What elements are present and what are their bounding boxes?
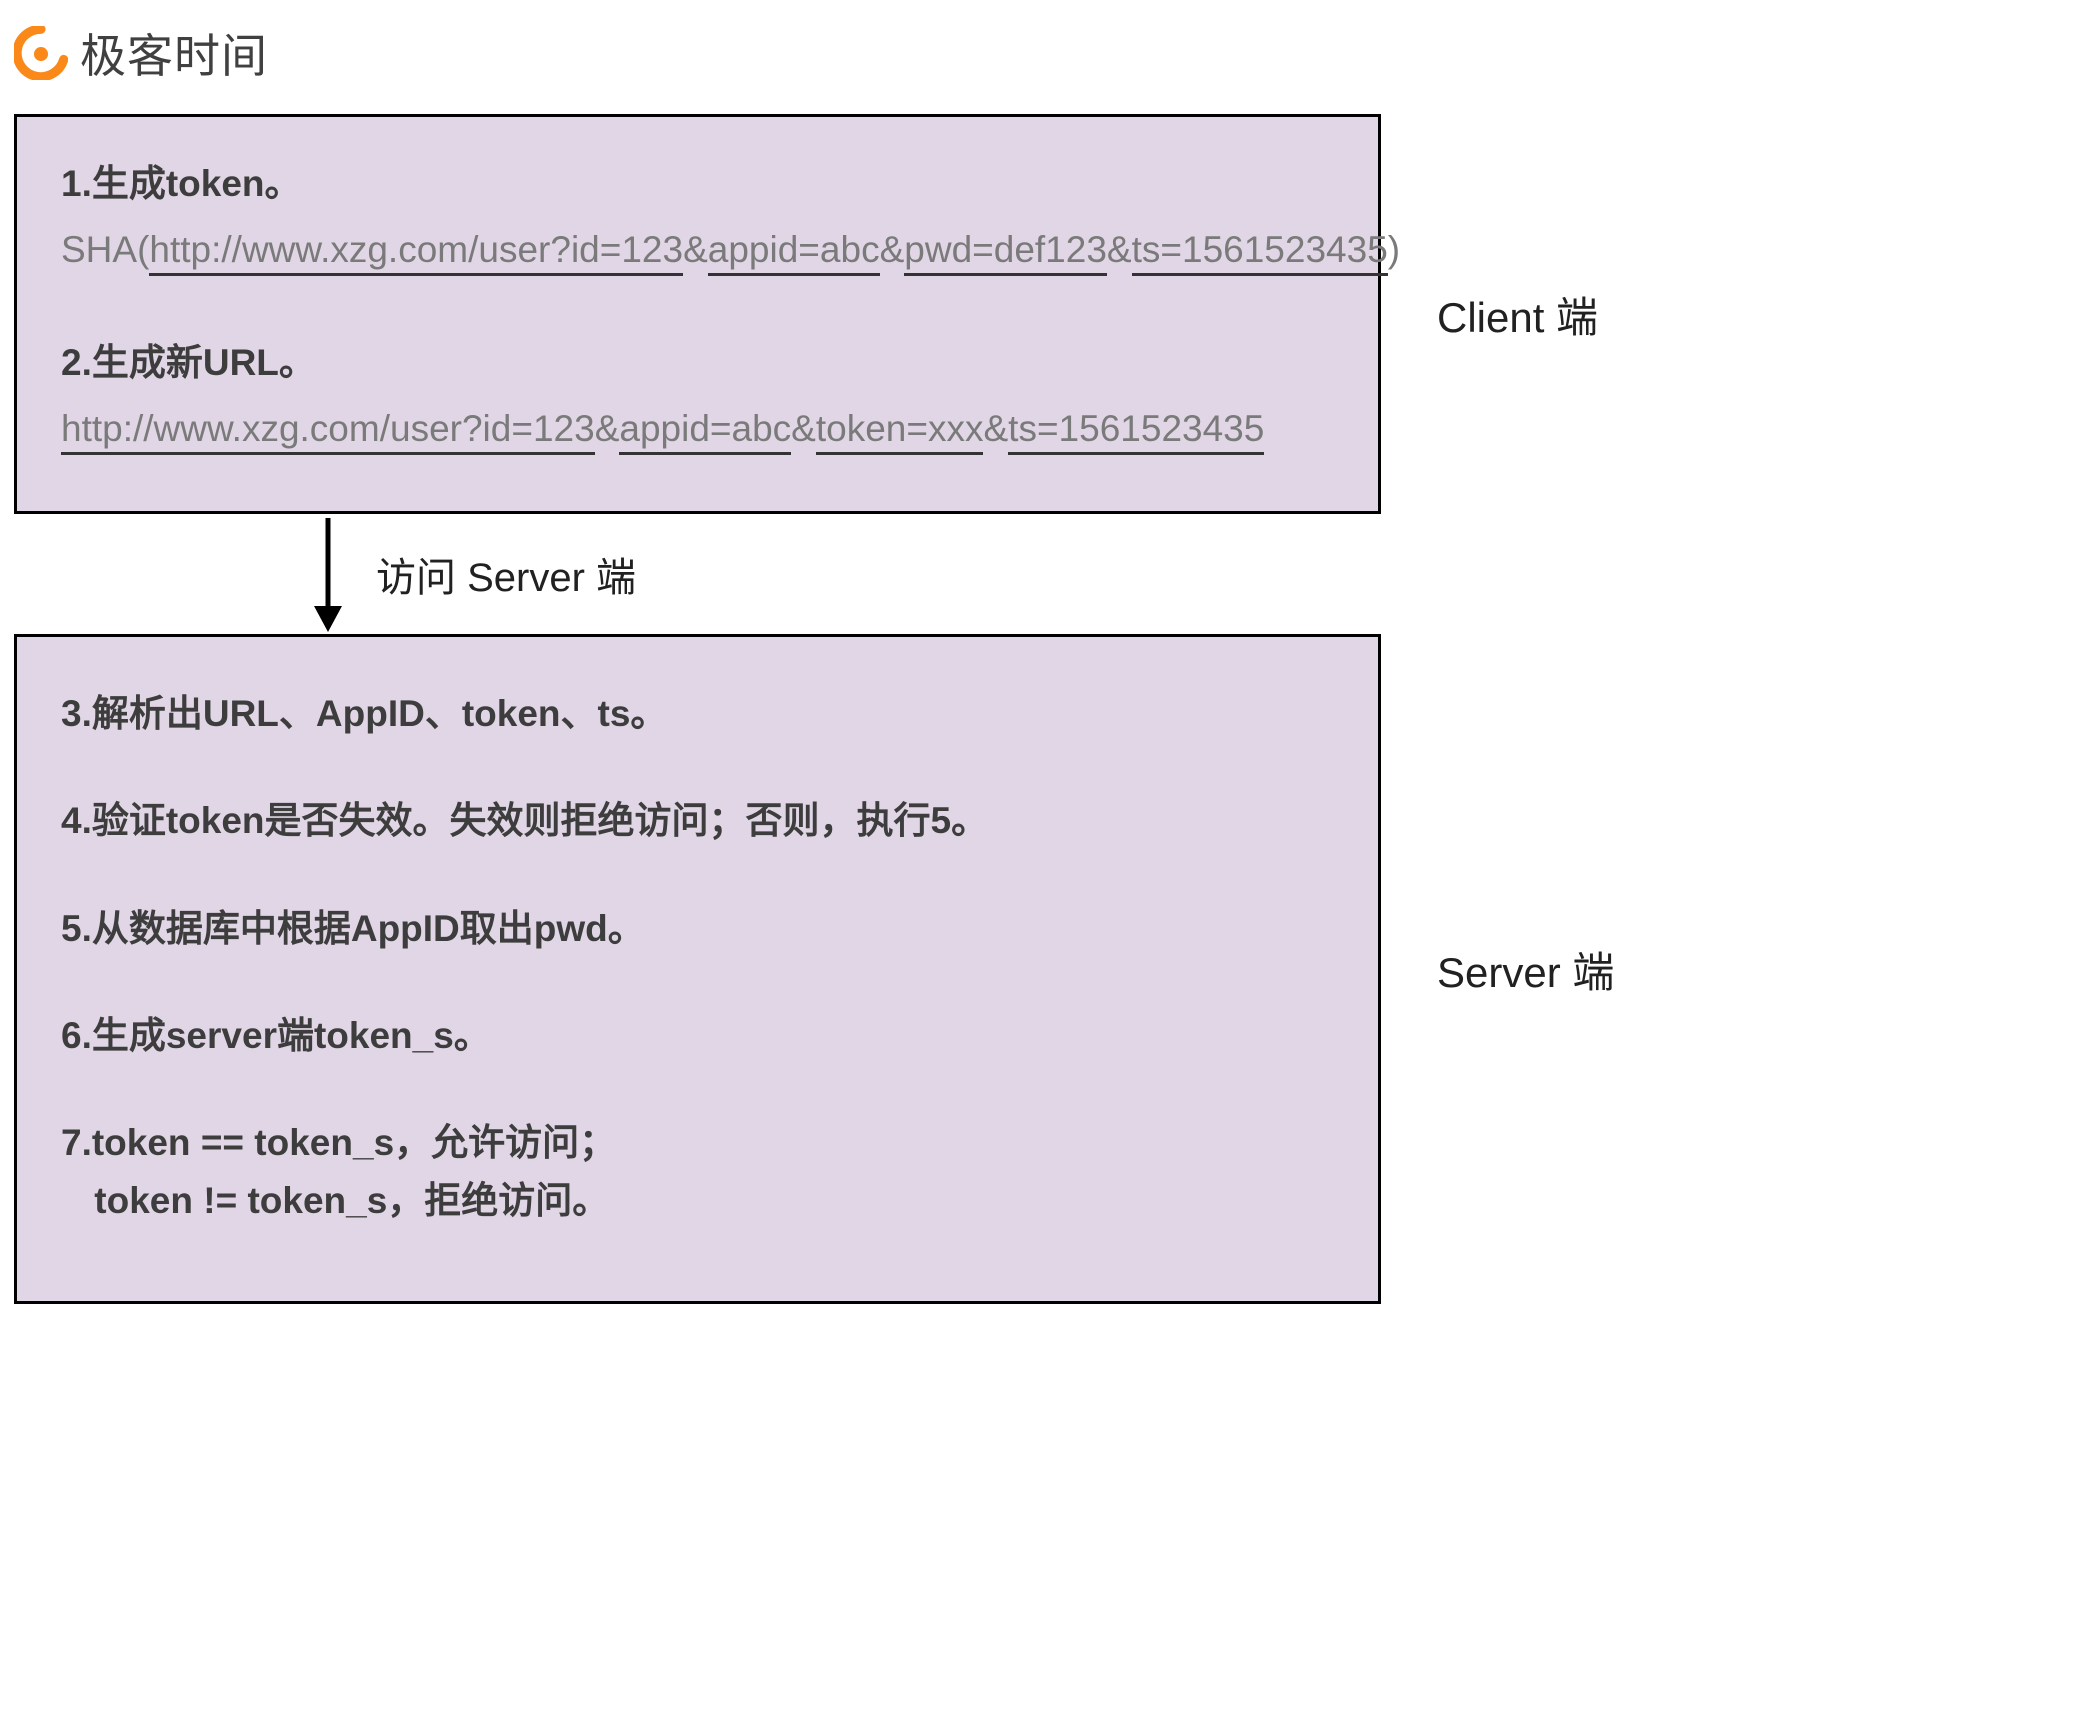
step5: 5.从数据库中根据AppID取出pwd。 [61, 900, 1334, 957]
step1-suffix: ) [1388, 229, 1400, 270]
brand-header: 极客时间 [14, 20, 2063, 86]
step1-seg-baseurl: http://www.xzg.com/user?id=123 [149, 229, 683, 276]
brand-logo-text: 极客时间 [80, 20, 268, 86]
brand-logo-icon [14, 26, 68, 80]
arrow-label: 访问 Server 端 [376, 545, 636, 603]
step2-amp3: & [983, 408, 1008, 449]
step1-seg-pwd: pwd=def123 [904, 229, 1107, 276]
step2-title: 2.生成新URL。 [61, 332, 1334, 386]
server-side-label: Server 端 [1437, 939, 1614, 1000]
step1-title: 1.生成token。 [61, 153, 1334, 207]
client-side-label: Client 端 [1437, 284, 1598, 345]
step1-prefix: SHA( [61, 229, 149, 270]
client-box: 1.生成token。 SHA(http://www.xzg.com/user?i… [14, 114, 1381, 514]
step7: 7.token == token_s，允许访问； token != token_… [61, 1114, 1334, 1229]
step2-amp2: & [791, 408, 816, 449]
step7-line2: token != token_s，拒绝访问。 [61, 1172, 1334, 1229]
step1-seg-ts: ts=1561523435 [1132, 229, 1388, 276]
client-row: 1.生成token。 SHA(http://www.xzg.com/user?i… [14, 114, 2063, 514]
arrow-block: 访问 Server 端 [308, 514, 636, 634]
arrow-down-icon [308, 514, 348, 634]
step1-url: SHA(http://www.xzg.com/user?id=123&appid… [61, 229, 1334, 276]
step2-url: http://www.xzg.com/user?id=123&appid=abc… [61, 408, 1334, 455]
step3: 3.解析出URL、AppID、token、ts。 [61, 685, 1334, 742]
step1-amp2: & [880, 229, 905, 270]
diagram-container: 1.生成token。 SHA(http://www.xzg.com/user?i… [14, 114, 2063, 1304]
step2-seg-appid: appid=abc [619, 408, 791, 455]
step2-seg-baseurl: http://www.xzg.com/user?id=123 [61, 408, 595, 455]
step1-amp1: & [683, 229, 708, 270]
step1-seg-appid: appid=abc [708, 229, 880, 276]
step2-seg-ts: ts=1561523435 [1008, 408, 1264, 455]
server-box: 3.解析出URL、AppID、token、ts。 4.验证token是否失效。失… [14, 634, 1381, 1304]
step6: 6.生成server端token_s。 [61, 1007, 1334, 1064]
step1-amp3: & [1107, 229, 1132, 270]
step2-amp1: & [595, 408, 620, 449]
server-row: 3.解析出URL、AppID、token、ts。 4.验证token是否失效。失… [14, 634, 2063, 1304]
step4: 4.验证token是否失效。失效则拒绝访问；否则，执行5。 [61, 792, 1334, 849]
step7-line1: 7.token == token_s，允许访问； [61, 1122, 616, 1163]
step2-seg-token: token=xxx [816, 408, 984, 455]
